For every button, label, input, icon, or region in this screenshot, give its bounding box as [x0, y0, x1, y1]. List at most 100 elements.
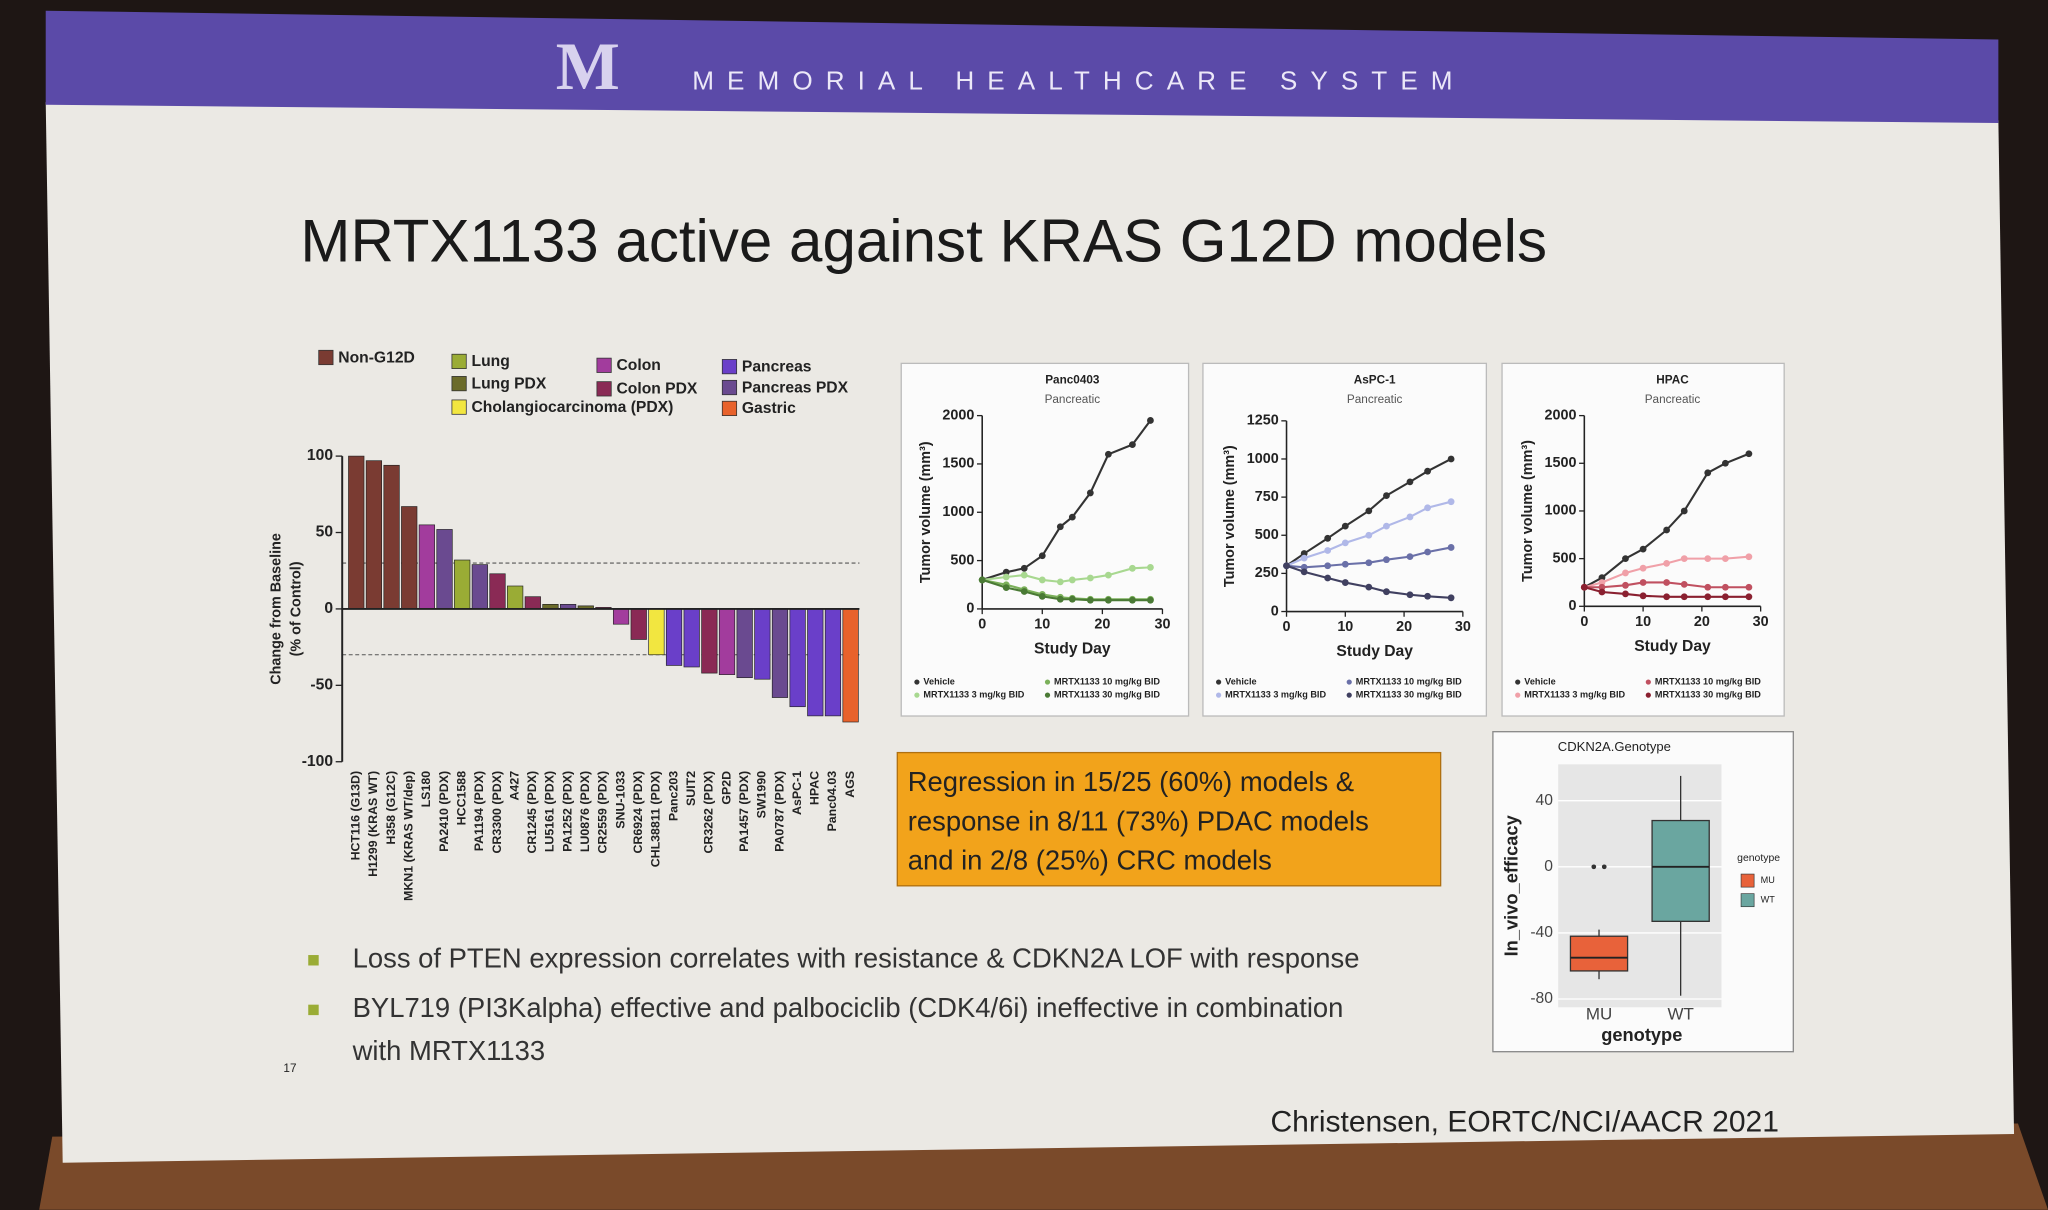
x-axis-label: Study Day — [1634, 638, 1711, 655]
x-tick-label: MKN1 (KRAS WT/dep) — [402, 771, 416, 901]
series-point — [1020, 588, 1028, 595]
chart-title: CDKN2A.Genotype — [1558, 739, 1671, 754]
series-point — [1721, 459, 1729, 467]
x-tick-label: HPAC — [808, 771, 822, 805]
series-point — [1002, 584, 1010, 592]
chart-subtitle: Pancreatic — [1645, 393, 1701, 406]
x-tick-label: PA1252 (PDX) — [560, 771, 574, 852]
x-tick-label: CR6924 (PDX) — [631, 771, 645, 854]
bar — [630, 608, 647, 640]
x-tick-label: LU0876 (PDX) — [578, 771, 592, 852]
series-point — [1622, 569, 1629, 577]
legend-swatch — [596, 357, 612, 373]
series-point — [1663, 593, 1671, 601]
x-tick-label: LS180 — [419, 771, 433, 808]
series-point — [1639, 592, 1647, 600]
legend-label: Vehicle — [923, 676, 954, 686]
x-tick-label: 20 — [1694, 614, 1710, 630]
bar — [789, 608, 806, 708]
series-point — [1341, 560, 1349, 568]
x-tick-label: H358 (G12C) — [384, 771, 398, 845]
legend-label: Vehicle — [1524, 676, 1555, 686]
x-tick-label: WT — [1667, 1005, 1693, 1024]
series-point — [1383, 588, 1390, 596]
y-axis-label: Change from Baseline — [269, 533, 285, 685]
series-point — [1424, 548, 1431, 556]
legend-label: MRTX1133 10 mg/kg BID — [1356, 676, 1462, 686]
x-tick-label: CR1245 (PDX) — [525, 771, 539, 854]
x-axis-label: Study Day — [1034, 641, 1111, 658]
series-point — [1622, 555, 1629, 563]
panel — [1501, 362, 1785, 717]
bullet-marker — [308, 955, 319, 966]
x-tick-label: CR2559 (PDX) — [596, 771, 610, 854]
x-tick-label: 0 — [978, 616, 986, 632]
bar — [824, 608, 842, 717]
bar — [454, 559, 471, 610]
legend-label: MRTX1133 10 mg/kg BID — [1655, 676, 1761, 686]
x-tick-label: AGS — [843, 771, 857, 798]
x-tick-label: 0 — [1283, 619, 1291, 635]
legend-marker — [1645, 692, 1651, 698]
x-tick-label: 10 — [1337, 619, 1353, 635]
series-point — [1447, 544, 1455, 551]
series-point — [1680, 593, 1688, 601]
series-point — [1704, 583, 1712, 591]
legend-label: Vehicle — [1225, 676, 1256, 686]
series-point — [1341, 579, 1349, 586]
legend-marker — [1216, 692, 1222, 698]
x-axis-label: genotype — [1601, 1024, 1682, 1045]
series-point — [1002, 568, 1010, 576]
x-tick-label: GP2D — [719, 771, 733, 805]
x-tick-label: HCC1588 — [454, 771, 468, 826]
y-axis-label: Tumor volume (mm³) — [1222, 445, 1238, 587]
y-axis-label: (% of Control) — [288, 561, 304, 656]
series-point — [1086, 574, 1094, 582]
bar — [718, 608, 736, 675]
series-line — [981, 578, 1151, 602]
x-tick-label: 20 — [1396, 619, 1412, 635]
series-point — [1068, 595, 1076, 603]
legend-swatch — [451, 399, 467, 415]
y-tick-label: 1500 — [1545, 455, 1577, 471]
legend-label: MRTX1133 30 mg/kg BID — [1054, 690, 1160, 700]
series-point — [1147, 563, 1154, 571]
y-tick-label: 0 — [966, 601, 974, 617]
y-tick-label: 0 — [1568, 598, 1576, 614]
series-point — [1721, 555, 1729, 563]
legend-marker — [1216, 679, 1222, 685]
bar — [418, 524, 435, 610]
series-point — [1324, 562, 1332, 570]
series-point — [1056, 523, 1064, 531]
series-point — [1447, 455, 1455, 463]
y-tick-label: 100 — [307, 447, 333, 464]
x-tick-label: Panc04.03 — [825, 771, 839, 832]
series-point — [1283, 562, 1290, 570]
series-point — [1745, 553, 1753, 561]
legend-label: MRTX1133 10 mg/kg BID — [1054, 676, 1160, 686]
legend-swatch — [721, 400, 738, 417]
series-point — [1406, 553, 1414, 561]
bar — [383, 464, 400, 610]
legend-marker — [1044, 692, 1051, 698]
bar — [807, 608, 824, 717]
y-tick-label: 750 — [1255, 489, 1279, 505]
legend-label: MRTX1133 30 mg/kg BID — [1356, 690, 1462, 700]
series-point — [1704, 593, 1712, 601]
bar — [842, 608, 859, 723]
bar — [771, 608, 789, 698]
series-point — [1086, 489, 1094, 497]
y-tick-label: -80 — [1530, 990, 1553, 1007]
series-point — [1056, 595, 1064, 603]
series-line — [982, 566, 1151, 583]
legend-label: Pancreas — [742, 358, 812, 375]
series-point — [1447, 594, 1455, 602]
series-point — [1663, 526, 1671, 534]
legend-marker — [1346, 692, 1352, 698]
series-point — [1383, 522, 1390, 530]
series-point — [1129, 441, 1136, 449]
series-point — [1424, 592, 1431, 600]
series-point — [1068, 576, 1076, 584]
x-tick-label: 10 — [1034, 616, 1050, 632]
legend-swatch — [721, 379, 738, 396]
